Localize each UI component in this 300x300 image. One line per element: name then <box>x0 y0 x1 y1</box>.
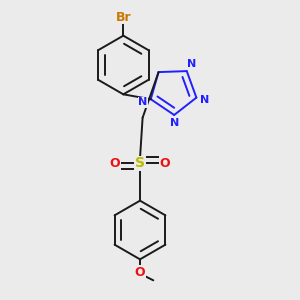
Text: N: N <box>138 97 148 107</box>
Text: N: N <box>200 95 209 105</box>
Text: Br: Br <box>116 11 131 24</box>
Text: O: O <box>110 157 120 170</box>
Text: N: N <box>187 59 196 69</box>
Text: N: N <box>170 118 179 128</box>
Text: O: O <box>135 266 145 278</box>
Text: O: O <box>160 157 170 170</box>
Text: S: S <box>135 156 145 170</box>
